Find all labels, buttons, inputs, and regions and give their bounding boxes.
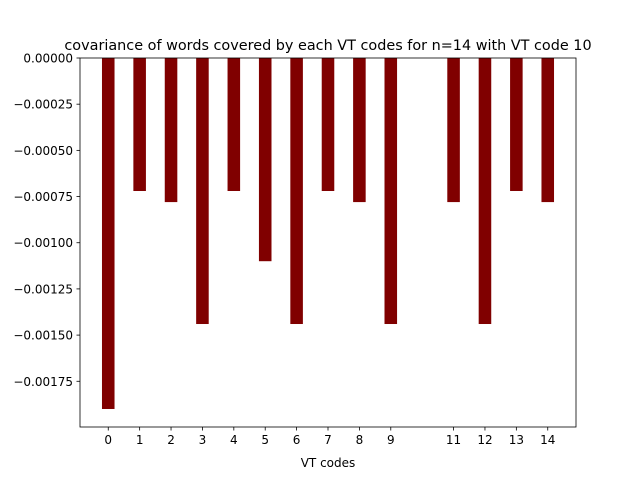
x-tick-label: 11: [446, 433, 461, 447]
x-tick-label: 6: [293, 433, 301, 447]
bar-2: [164, 58, 178, 203]
bar-9: [384, 58, 398, 325]
x-tick-label: 1: [136, 433, 144, 447]
y-tick-label: 0.00000: [23, 52, 73, 66]
bar-0: [101, 58, 115, 409]
y-tick-label: −0.00125: [13, 282, 73, 296]
x-tick-label: 14: [540, 433, 555, 447]
x-tick-label: 0: [104, 433, 112, 447]
x-tick-label: 5: [261, 433, 269, 447]
bar-12: [478, 58, 492, 325]
y-tick-label: −0.00075: [13, 190, 73, 204]
bar-13: [510, 58, 523, 192]
y-tick-label: −0.00150: [13, 329, 73, 343]
x-tick-label: 8: [356, 433, 364, 447]
bar-8: [353, 58, 366, 203]
x-axis-label: VT codes: [301, 456, 356, 470]
bar-5: [258, 58, 272, 262]
x-tick-label: 3: [199, 433, 207, 447]
x-tick-label: 4: [230, 433, 238, 447]
bar-14: [541, 58, 555, 203]
bar-3: [196, 58, 209, 325]
y-tick-label: −0.00025: [13, 98, 73, 112]
bar-6: [290, 58, 303, 325]
axes-layer: 0 1 2 3 4 5 6 7 8 9 11 12 13 140.00000−0.00025−0.0005…: [13, 52, 577, 447]
x-tick-label: 9: [387, 433, 395, 447]
bar-7: [321, 58, 335, 192]
bar-1: [133, 58, 146, 192]
y-tick-label: −0.00175: [13, 375, 73, 389]
y-tick-label: −0.00050: [13, 144, 73, 158]
x-tick-label: 13: [509, 433, 524, 447]
x-tick-label: 7: [324, 433, 332, 447]
bars-layer: [101, 58, 555, 409]
chart-title: covariance of words covered by each VT c…: [64, 38, 591, 54]
bar-4: [227, 58, 241, 192]
x-tick-label: 12: [477, 433, 492, 447]
y-tick-label: −0.00100: [13, 236, 73, 250]
x-tick-label: 2: [167, 433, 175, 447]
bar-11: [447, 58, 460, 203]
